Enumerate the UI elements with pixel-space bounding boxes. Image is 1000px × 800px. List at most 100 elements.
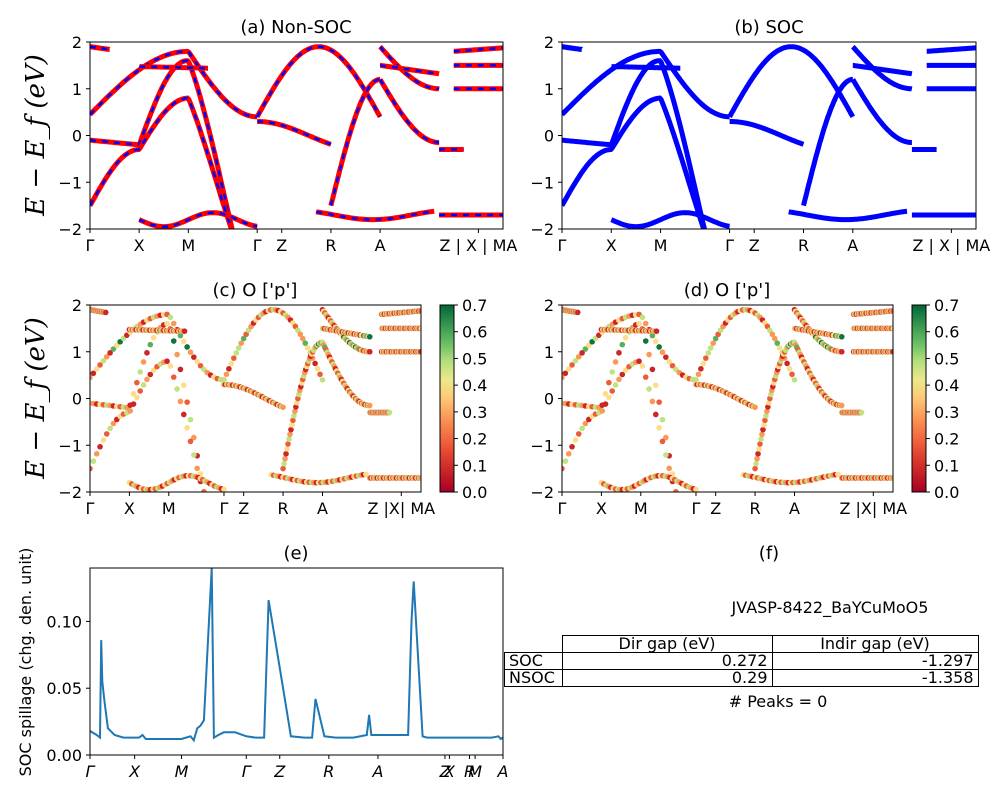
d-point	[686, 552, 692, 558]
b-band-line	[852, 62, 913, 77]
c-point	[291, 412, 297, 419]
a-band-line	[90, 95, 235, 229]
d-point	[755, 450, 761, 457]
c-point	[281, 460, 287, 467]
d-point	[683, 538, 689, 544]
d-xtick-label: Γ	[692, 499, 701, 518]
d-point	[602, 401, 609, 407]
row-label-soc: SOC	[504, 652, 563, 670]
b-band-line	[562, 95, 707, 229]
b-xtick-label: Z	[749, 236, 760, 255]
b-band-line	[788, 208, 908, 223]
d-ytick-label: 0	[544, 390, 554, 409]
a-band-line-dn	[90, 50, 258, 119]
d-point	[612, 382, 619, 388]
c-point	[90, 370, 97, 377]
d-point	[774, 340, 781, 346]
c-point	[110, 420, 117, 427]
a-band-line-dn	[257, 120, 332, 146]
c-cbar-tick-label: 0.5	[462, 349, 487, 368]
c-ytick-label: −2	[58, 483, 82, 502]
panel-d-title: (d) O ['p']	[684, 280, 770, 301]
d-point	[574, 309, 581, 316]
c-point	[110, 346, 117, 352]
c-point	[97, 443, 103, 450]
d-point	[786, 366, 793, 372]
a-band-line	[138, 64, 208, 71]
d-point	[676, 503, 682, 509]
d-point	[562, 458, 569, 464]
d-point	[585, 342, 592, 349]
d-point	[838, 333, 845, 340]
c-point	[285, 441, 291, 447]
c-point	[140, 382, 147, 388]
a-xtick-label: R	[325, 236, 336, 255]
d-point	[639, 314, 646, 321]
c-point	[292, 408, 298, 415]
c-point	[147, 341, 154, 348]
a-band-line-dn	[329, 78, 381, 206]
ylabel-mid: E − E_f (eV)	[21, 317, 51, 480]
c-cbar-tick-label: 0.7	[462, 296, 487, 315]
a-band-line	[328, 76, 381, 207]
d-point	[656, 344, 662, 350]
c-cbar-tick-label: 0.4	[462, 376, 487, 395]
c-point	[130, 390, 137, 397]
c-point	[211, 524, 217, 530]
a-ytick-label: −1	[58, 173, 82, 192]
c-point	[150, 334, 157, 341]
d-point	[700, 360, 707, 367]
b-band-line	[562, 44, 583, 52]
b-band-line	[850, 78, 912, 145]
d-plot-area	[562, 306, 893, 558]
c-point	[191, 354, 197, 360]
c-point	[93, 366, 100, 372]
d-point	[562, 374, 565, 381]
c-point	[140, 359, 147, 365]
panel-a-title: (a) Non-SOC	[240, 17, 351, 38]
d-point	[676, 506, 682, 512]
d-point	[890, 325, 893, 332]
e-xtick-label: R	[323, 762, 334, 781]
d-point	[784, 360, 790, 367]
c-point	[187, 416, 194, 423]
d-xtick-label: M	[634, 499, 648, 518]
d-point	[766, 399, 772, 406]
c-point	[283, 450, 289, 457]
a-xtick-label: Γ	[86, 236, 95, 255]
c-point	[280, 465, 286, 472]
d-xtick-label: R	[750, 499, 761, 518]
d-cbar-tick-label: 0.4	[934, 376, 959, 395]
c-xtick-label: R	[278, 499, 289, 518]
d-point	[693, 486, 699, 492]
d-point	[652, 382, 659, 389]
d-point	[759, 431, 765, 438]
e-ytick-label: 0.10	[46, 612, 82, 631]
indir-gap-soc: -1.297	[771, 652, 979, 670]
c-point	[137, 388, 144, 394]
c-point	[194, 465, 200, 472]
d-point	[572, 437, 579, 443]
c-point	[228, 360, 235, 367]
c-point	[134, 394, 140, 401]
c-point	[194, 358, 200, 365]
c-point	[238, 340, 245, 346]
c-point	[144, 376, 150, 383]
d-point	[616, 349, 622, 356]
b-band-line	[562, 48, 730, 120]
d-point	[606, 394, 612, 401]
d-point	[769, 331, 776, 338]
c-point	[299, 335, 306, 342]
d-point	[791, 377, 798, 383]
c-point	[297, 331, 304, 338]
c-point	[386, 409, 393, 416]
d-point	[656, 425, 662, 431]
d-point	[575, 431, 582, 437]
panel-c-title: (c) O ['p']	[213, 280, 298, 301]
d-xtick-label: Z	[710, 499, 721, 518]
c-point	[170, 320, 177, 327]
a-band-line-dn	[90, 96, 233, 229]
ylabel-spillage: SOC spillage (chg. den. unit)	[16, 548, 35, 777]
gap-table: Dir gap (eV) Indir gap (eV) SOC 0.272 -1…	[504, 635, 979, 687]
